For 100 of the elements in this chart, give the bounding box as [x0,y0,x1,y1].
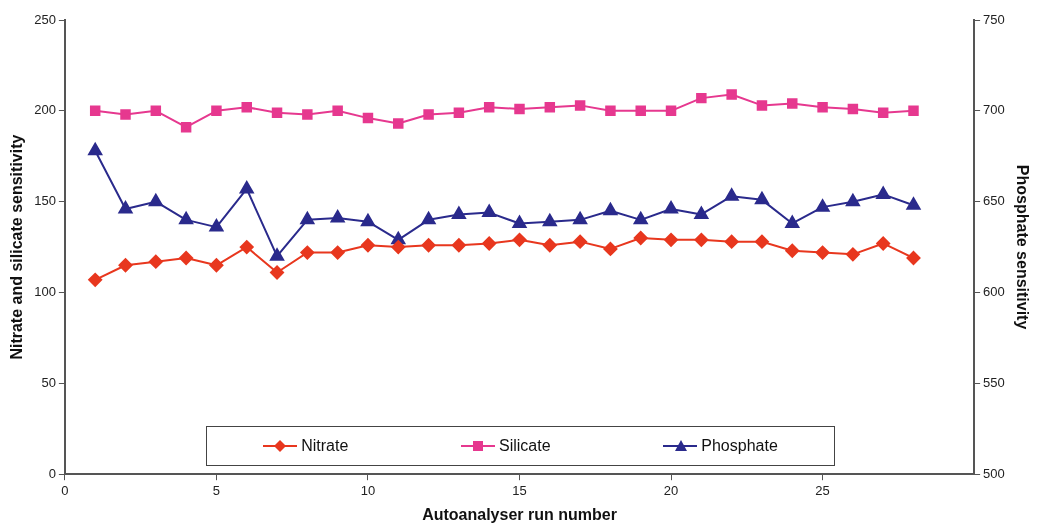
point [908,105,919,117]
point [148,193,163,207]
point [876,236,891,251]
y2-axis-title: Phosphate sensitivity [1013,164,1031,330]
point [300,245,315,260]
y2-tick-label: 600 [983,284,1005,300]
point [239,240,254,255]
x-tick-label: 5 [212,482,221,498]
point [665,105,677,117]
y-tick-label: 50 [41,374,56,390]
point [574,100,586,111]
point [787,98,798,109]
point [362,112,374,124]
point [696,92,707,104]
x-tick-label: 15 [512,482,527,498]
point [330,210,345,223]
legend-label: Nitrate [301,437,349,456]
point [817,101,828,113]
point [451,238,466,253]
point [300,211,315,225]
point [514,103,525,115]
point [118,258,133,273]
point [89,105,101,117]
x-tick-label: 10 [360,482,376,498]
y-tick-label: 0 [48,465,56,481]
point [876,186,891,199]
point [269,248,285,261]
point [542,213,557,227]
point [239,180,254,194]
point [482,204,497,218]
y2-tick-label: 500 [983,465,1005,481]
y-axis-title: Nitrate and silicate sensitivity [8,134,26,360]
point [423,109,434,120]
point [241,101,252,113]
point [664,232,679,247]
point [605,105,616,117]
x-axis-title: Autoanalyser run number [422,505,617,523]
point [179,251,194,265]
legend-label: Phosphate [701,437,778,456]
point [542,238,557,253]
point [756,100,768,111]
point [302,109,313,120]
point [633,211,648,225]
y-tick-label: 150 [34,193,56,209]
point [724,234,739,249]
x-tick-label: 25 [815,482,830,498]
point [482,236,497,251]
point [785,215,800,228]
point [271,107,283,118]
point [332,105,343,117]
point [453,107,465,118]
point [451,206,466,219]
point [88,142,103,156]
x-tick-label: 20 [663,482,679,498]
y2-tick-label: 650 [983,193,1005,209]
point [512,215,527,228]
point [180,121,192,133]
point [270,265,285,280]
point [694,206,709,219]
point [209,258,224,273]
x-tick-label: 0 [61,482,69,498]
point [633,231,648,246]
point [726,89,737,100]
y2-tick-label: 750 [983,11,1005,27]
point [360,213,376,227]
point [88,272,103,287]
point [573,211,588,225]
point [694,232,709,247]
point [754,191,770,205]
point [120,109,131,120]
point [179,211,194,225]
point [815,199,830,212]
point [483,101,495,113]
y2-tick-label: 550 [983,374,1005,390]
point [360,238,375,253]
point [421,238,436,253]
point [150,105,162,117]
point [211,105,222,117]
point [815,245,830,260]
point [512,232,527,247]
point [635,105,646,117]
point [906,197,921,210]
point [845,247,860,262]
point [148,254,163,269]
point [847,103,859,115]
point [330,245,345,260]
point [754,234,769,249]
point [663,200,679,214]
point [573,234,588,249]
point [906,251,921,265]
y-tick-label: 100 [34,284,56,300]
legend-label: Silicate [498,437,551,456]
point [845,193,860,207]
y2-tick-label: 700 [983,102,1005,118]
point [603,241,618,256]
point [421,211,436,225]
point [209,219,224,232]
point [877,107,889,118]
point [724,188,739,201]
point [393,118,404,129]
